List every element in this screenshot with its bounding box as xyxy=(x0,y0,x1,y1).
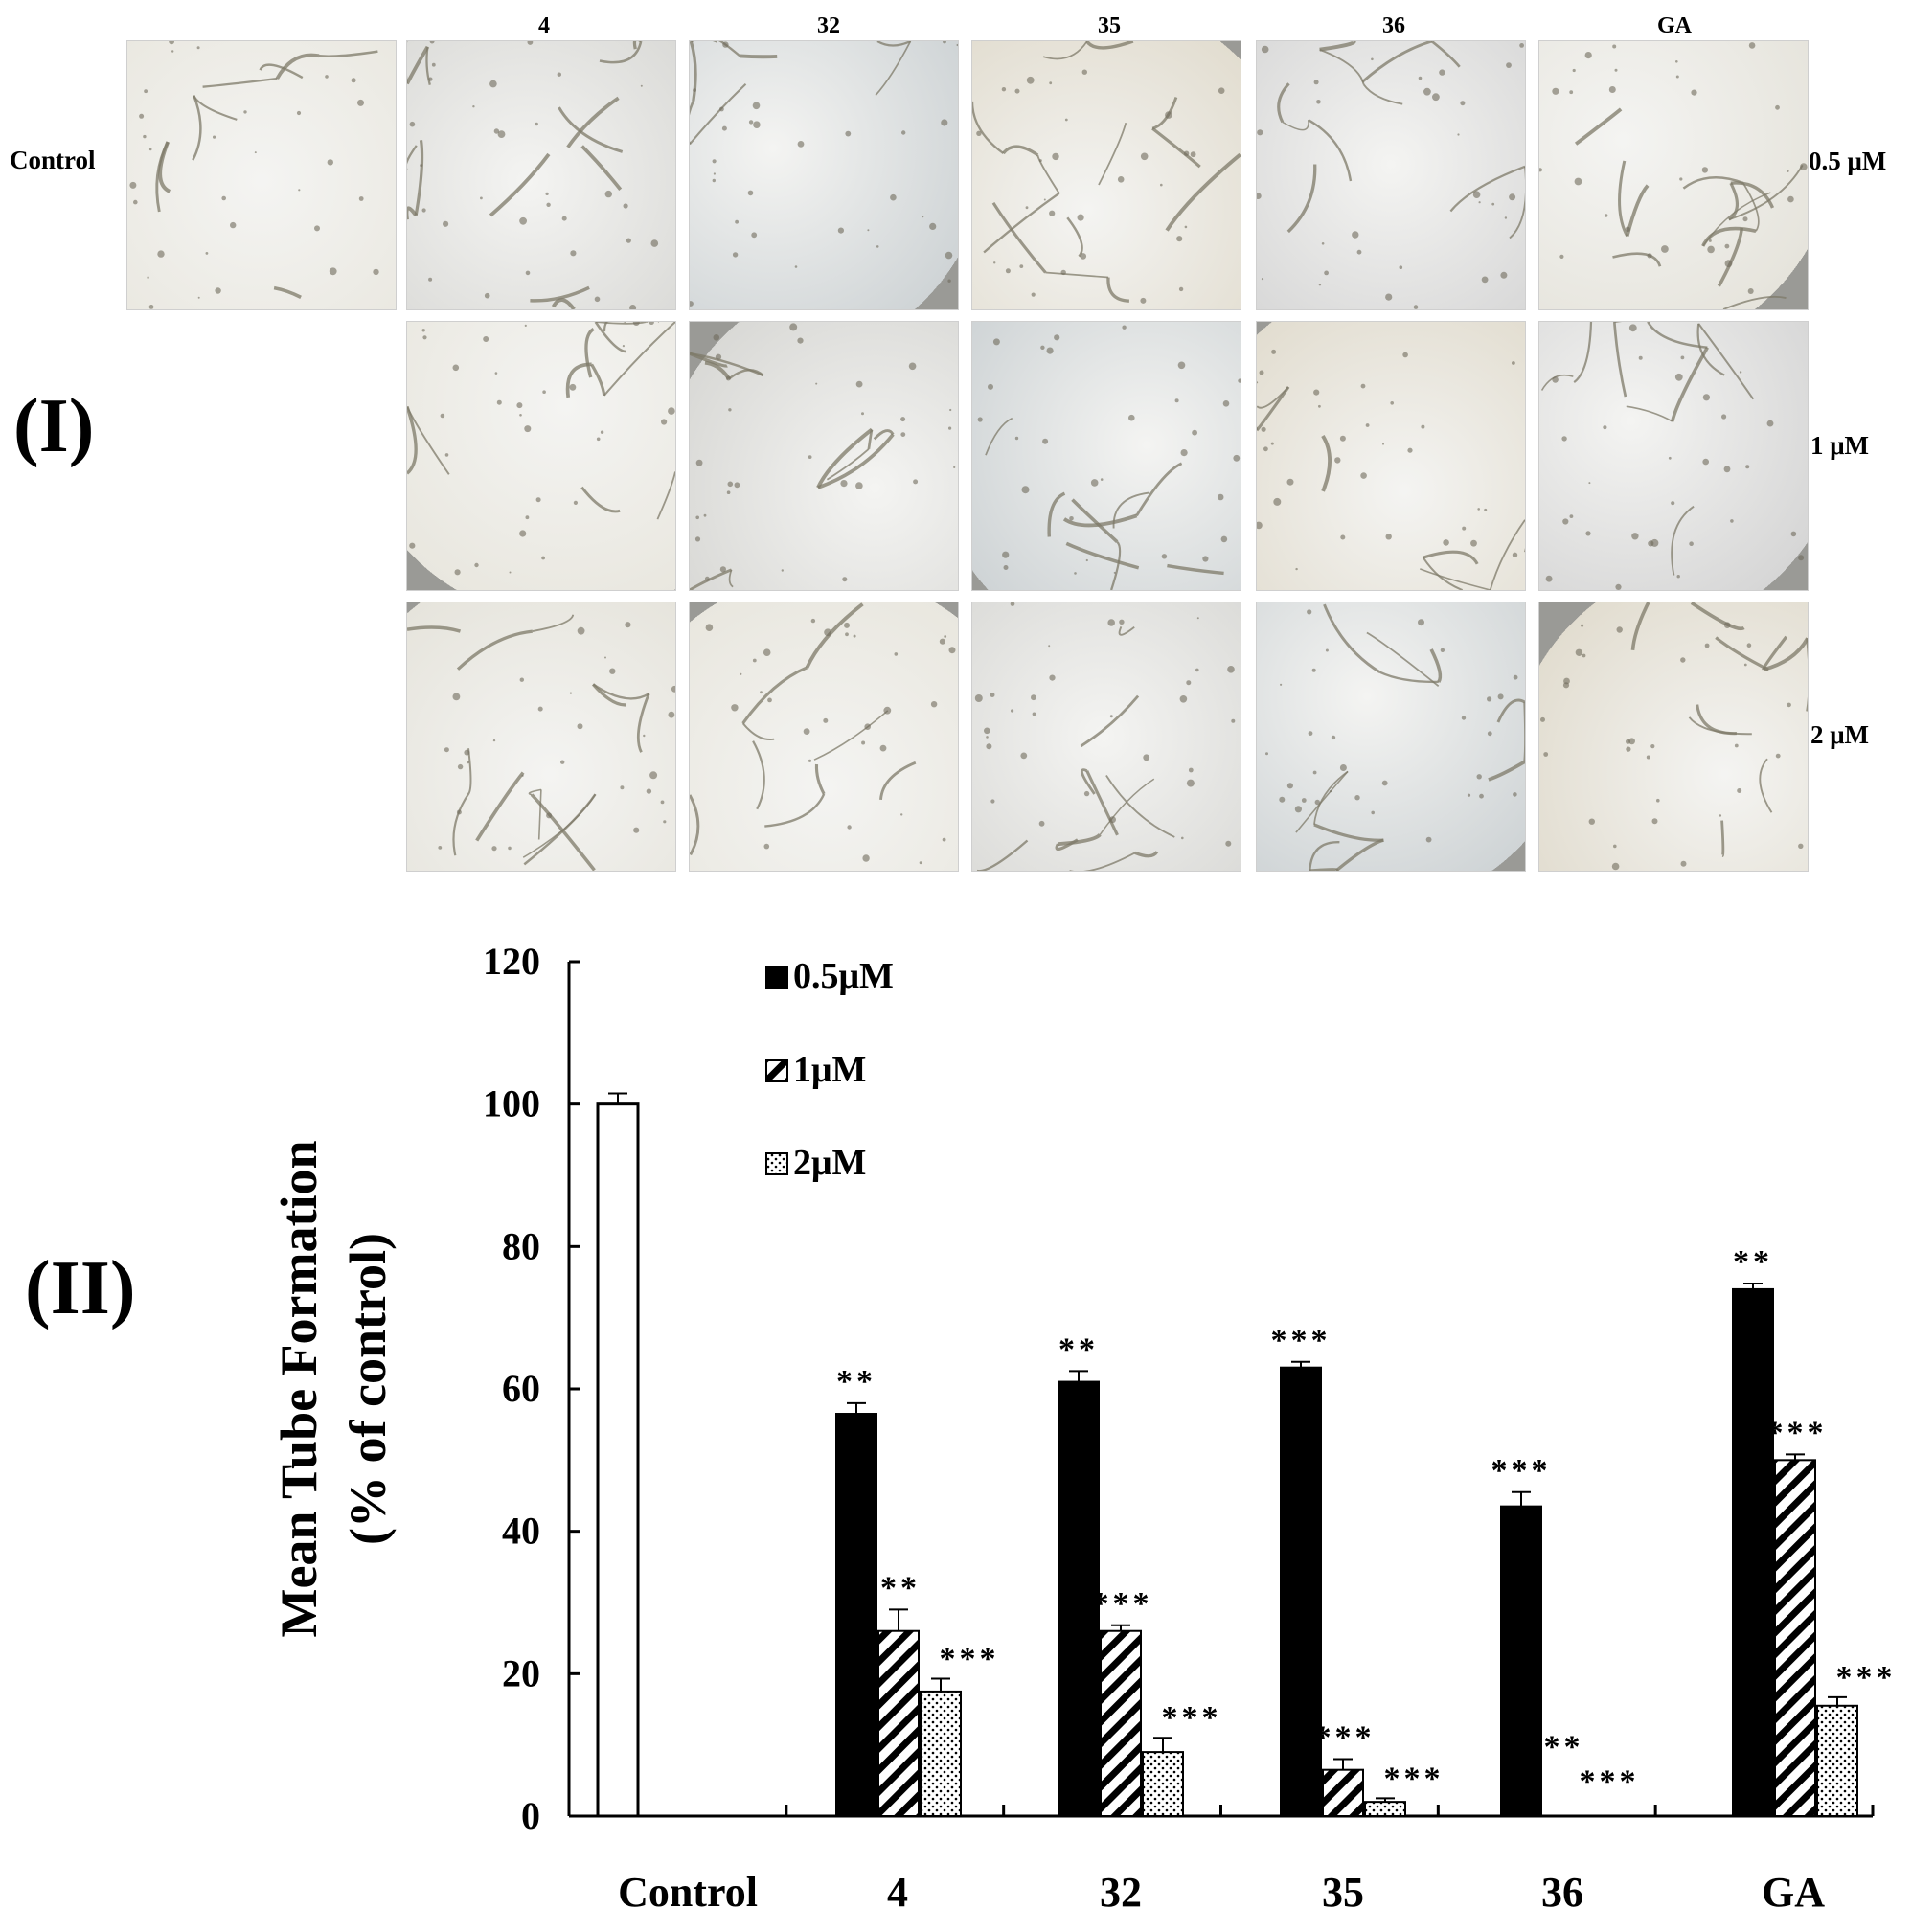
bar-ga-series-0 xyxy=(1732,1287,1774,1817)
bar-35-series-2 xyxy=(1364,1801,1406,1817)
significance-36-series-0: *** xyxy=(1491,1453,1552,1489)
row-label-1um: 1 μM xyxy=(1810,431,1870,460)
bar-ga-series-2 xyxy=(1816,1704,1858,1817)
y-tick-label: 60 xyxy=(502,1367,540,1410)
x-tick-label: 4 xyxy=(887,1869,908,1916)
micrograph-35-2um xyxy=(971,602,1241,872)
y-tick-label: 120 xyxy=(483,940,540,983)
legend-swatch-2 xyxy=(765,1152,788,1175)
micrograph-ga-1um xyxy=(1538,321,1809,591)
column-label-32: 32 xyxy=(817,13,840,38)
y-tick-label: 40 xyxy=(502,1510,540,1553)
significance-32-series-2: *** xyxy=(1162,1700,1222,1736)
y-tick-label: 80 xyxy=(502,1224,540,1267)
micrograph-35-1um xyxy=(971,321,1241,591)
bar-32-series-1 xyxy=(1100,1629,1142,1817)
significance-4-series-2: *** xyxy=(940,1642,1000,1677)
bar-36-series-0 xyxy=(1500,1505,1542,1818)
bar-4-series-0 xyxy=(835,1413,877,1818)
x-tick-label: Control xyxy=(618,1869,758,1916)
x-tick-label: 35 xyxy=(1322,1869,1364,1916)
micrograph-ga-2um xyxy=(1538,602,1809,872)
column-label-ga: GA xyxy=(1657,13,1692,38)
y-tick-label: 0 xyxy=(521,1794,540,1837)
column-label-4: 4 xyxy=(538,13,550,38)
legend-label-1: 1μM xyxy=(793,1050,866,1090)
column-label-35: 35 xyxy=(1098,13,1121,38)
x-tick-label: GA xyxy=(1762,1869,1825,1916)
panel-label-ii: (II) xyxy=(25,1246,136,1330)
row-label-0-5um: 0.5 μM xyxy=(1809,147,1887,175)
bar-35-series-1 xyxy=(1322,1768,1364,1818)
micrograph-36-1um xyxy=(1256,321,1526,591)
column-label-36: 36 xyxy=(1382,13,1405,38)
micrograph-4-1um xyxy=(406,321,676,591)
significance-36-series-2: *** xyxy=(1580,1763,1640,1799)
micrograph-32-1um xyxy=(689,321,959,591)
y-axis-label-units: (% of control) xyxy=(339,1233,397,1545)
x-tick-label: 36 xyxy=(1541,1869,1583,1916)
micrograph-32-0-5um xyxy=(689,40,959,310)
legend-swatch-1 xyxy=(765,1059,788,1082)
significance-35-series-0: *** xyxy=(1271,1323,1332,1358)
bar-32-series-2 xyxy=(1142,1751,1184,1817)
significance-ga-series-2: *** xyxy=(1836,1660,1897,1695)
significance-4-series-0: ** xyxy=(836,1364,876,1399)
x-tick-label: 32 xyxy=(1100,1869,1142,1916)
significance-4-series-1: ** xyxy=(880,1570,921,1605)
micrograph-35-0-5um xyxy=(971,40,1241,310)
micrograph-4-2um xyxy=(406,602,676,872)
y-axis-label: Mean Tube Formation xyxy=(270,1140,328,1637)
bar-control xyxy=(596,1102,640,1818)
significance-35-series-2: *** xyxy=(1384,1761,1445,1796)
micrograph-control xyxy=(126,40,397,310)
significance-ga-series-0: ** xyxy=(1733,1244,1773,1280)
significance-32-series-0: ** xyxy=(1058,1331,1099,1367)
y-tick-label: 20 xyxy=(502,1651,540,1694)
bar-4-series-1 xyxy=(877,1629,920,1817)
significance-ga-series-1: *** xyxy=(1767,1415,1828,1450)
micrograph-36-2um xyxy=(1256,602,1526,872)
row-label-2um: 2 μM xyxy=(1810,720,1870,749)
bar-4-series-2 xyxy=(920,1690,962,1817)
y-tick-label: 100 xyxy=(483,1082,540,1125)
micrograph-32-2um xyxy=(689,602,959,872)
micrograph-36-0-5um xyxy=(1256,40,1526,310)
significance-35-series-1: *** xyxy=(1315,1720,1376,1756)
panel-label-i: (I) xyxy=(13,384,95,468)
micrograph-ga-0-5um xyxy=(1538,40,1809,310)
row-label-control: Control xyxy=(10,146,96,174)
bar-ga-series-1 xyxy=(1774,1459,1816,1818)
bar-35-series-0 xyxy=(1280,1366,1322,1817)
significance-36-series-1: *** xyxy=(1524,1730,1584,1765)
legend-swatch-0 xyxy=(765,966,788,989)
significance-32-series-1: *** xyxy=(1093,1586,1153,1622)
micrograph-4-0-5um xyxy=(406,40,676,310)
legend-label-2: 2μM xyxy=(793,1143,866,1183)
legend-label-0: 0.5μM xyxy=(793,956,894,996)
